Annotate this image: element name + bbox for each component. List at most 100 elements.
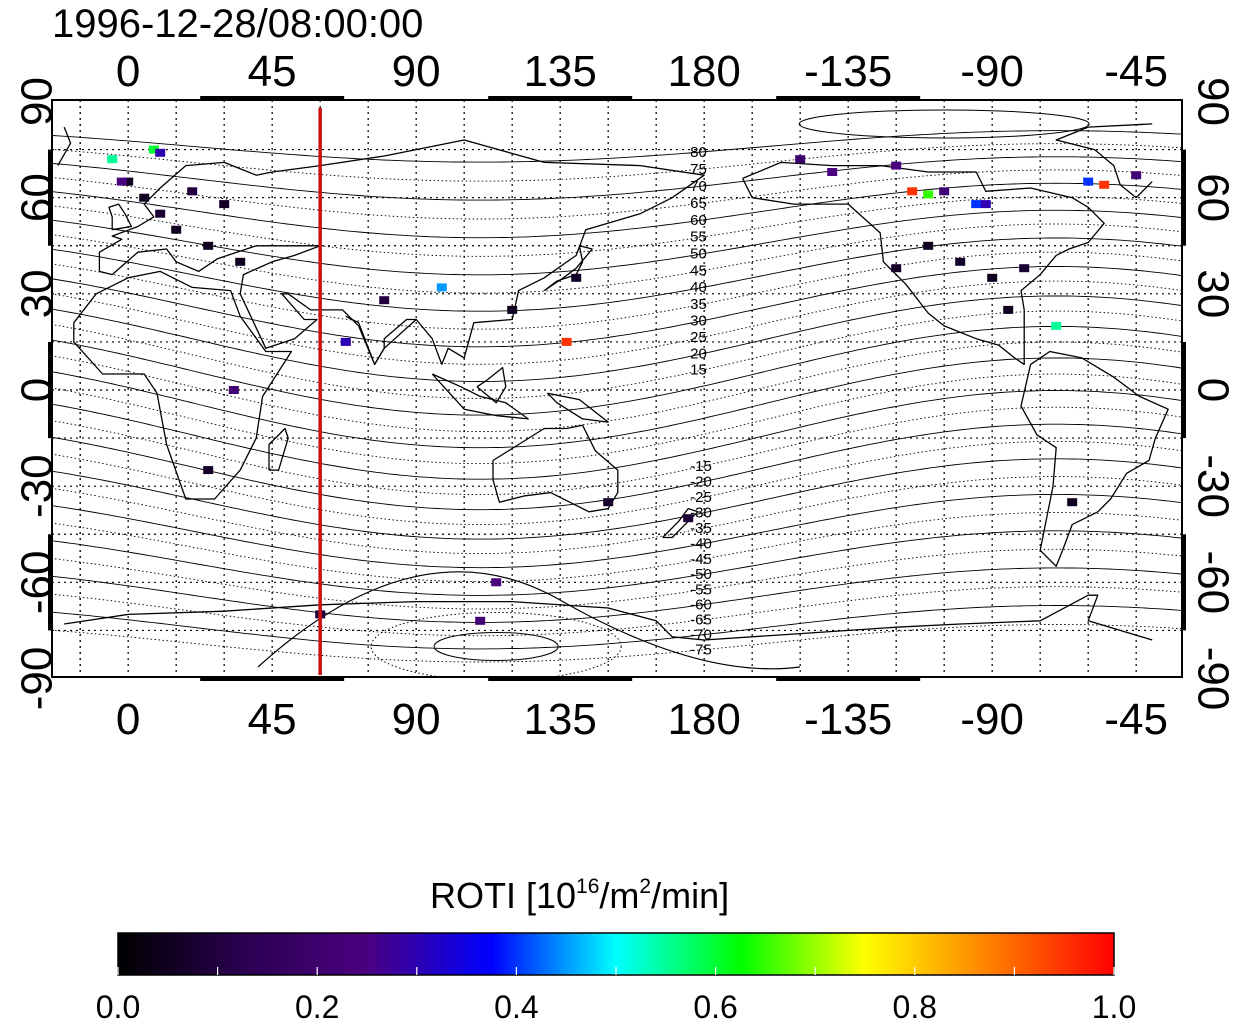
contour-line [52,182,1182,239]
contour-line [52,143,1182,182]
roti-cell [148,145,159,154]
roti-cell [1051,321,1062,330]
left-latitude-label: 0 [13,378,62,402]
roti-cell [891,264,902,273]
top-longitude-label: -45 [1104,47,1168,96]
contour-label: -75 [690,642,712,659]
contour-label: -35 [690,520,712,537]
contour-line [52,295,1182,382]
contour-label: -55 [690,581,712,598]
contour-line [52,341,1182,432]
borneo-coastline [476,366,507,404]
roti-cell [1003,305,1014,314]
colorbar-tick-label: 0.8 [893,989,937,1024]
contour-line [52,440,1182,525]
south-pole-ring [370,611,622,677]
colorbar-tick-label: 1.0 [1092,989,1136,1024]
antarctica-coastline [64,594,1153,641]
right-latitude-label: -30 [1188,454,1237,518]
contour-label: 75 [690,161,707,178]
roti-cell [203,466,214,475]
left-frame-bar [48,534,53,631]
contour-line [52,567,1182,623]
coastlines [57,123,1169,641]
contour-label: 30 [690,312,707,329]
contour-line [52,390,1182,480]
contour-label: 45 [690,262,707,279]
colorbar-ticks: 0.0 0.2 0.4 0.6 0.8 1.0 [96,967,1136,1024]
contour-label: -20 [690,474,712,491]
roti-cell [923,241,934,250]
roti-observations [107,145,1142,625]
right-frame-bar [1181,341,1186,439]
bottom-longitude-label: -45 [1104,695,1168,744]
colorbar-tick-label: 0.2 [295,989,339,1024]
roti-cell [1067,498,1078,507]
colorbar-tick-label: 0.4 [494,989,538,1024]
roti-cell [116,177,127,186]
roti-cell [155,209,166,218]
madagascar-coastline [268,427,289,471]
new-zealand-coastline [662,507,699,539]
contour-label: 50 [690,246,707,263]
uk-coastline [108,203,133,231]
contour-line [52,530,1182,596]
contour-label: -25 [690,489,712,506]
contour-label: -70 [690,627,712,644]
roti-cell [171,225,182,234]
magnetic-latitude-contours [52,109,1182,677]
right-latitude-label: -60 [1188,551,1237,615]
top-longitude-label: -90 [960,47,1024,96]
contour-line [52,605,1182,650]
roti-cell [123,177,134,186]
india-coastline [345,315,417,366]
contour-line [52,493,1182,569]
contour-label: 20 [690,345,707,362]
roti-cell [683,514,694,523]
contour-label: -60 [690,596,712,613]
contour-line [52,325,1182,416]
south-pole-ring [433,631,559,661]
contour-line [52,266,1182,348]
top-longitude-label: 90 [392,47,441,96]
roti-cell [155,148,166,157]
south-america-coastline [1020,350,1169,567]
right-latitude-label: 60 [1188,173,1237,222]
africa-coastline [73,270,293,500]
roti-cell [139,193,150,202]
indonesia-coastline [431,373,529,420]
contour-label: 65 [690,195,707,212]
colorbar-title: ROTI [1016/m2/min] [430,875,730,916]
roti-cell [955,257,966,266]
colorbar-tick-label: 0.6 [693,989,737,1024]
contour-line [52,209,1182,276]
contour-line [52,156,1182,201]
contour-label: 40 [690,279,707,296]
axis-labels: 0045459090135135180180-135-135-90-90-45-… [13,47,1238,744]
contour-line [52,196,1182,257]
contour-label: -40 [690,536,712,553]
bottom-longitude-label: 135 [523,695,596,744]
left-latitude-label: 30 [13,269,62,318]
frame-tick-bars [48,96,1186,681]
contour-line [52,423,1182,511]
colorbar-tick-label: 0.0 [96,989,140,1024]
north-america-coastline [742,161,1105,366]
right-latitude-label: -90 [1188,647,1237,711]
top-frame-bar [200,96,345,101]
contour-label: 60 [690,212,707,229]
japan-coastline [543,245,593,292]
roti-cell [971,200,982,209]
roti-cell [1019,264,1030,273]
contour-label: -45 [690,551,712,568]
north-pole-ring [798,109,1090,139]
roti-cell [827,168,838,176]
roti-cell [187,187,198,196]
contour-line [52,310,1182,399]
contour-line [52,624,1182,663]
roti-cell [891,161,902,170]
roti-cell [980,200,991,209]
graticule [52,100,1182,677]
roti-cell [939,187,950,196]
